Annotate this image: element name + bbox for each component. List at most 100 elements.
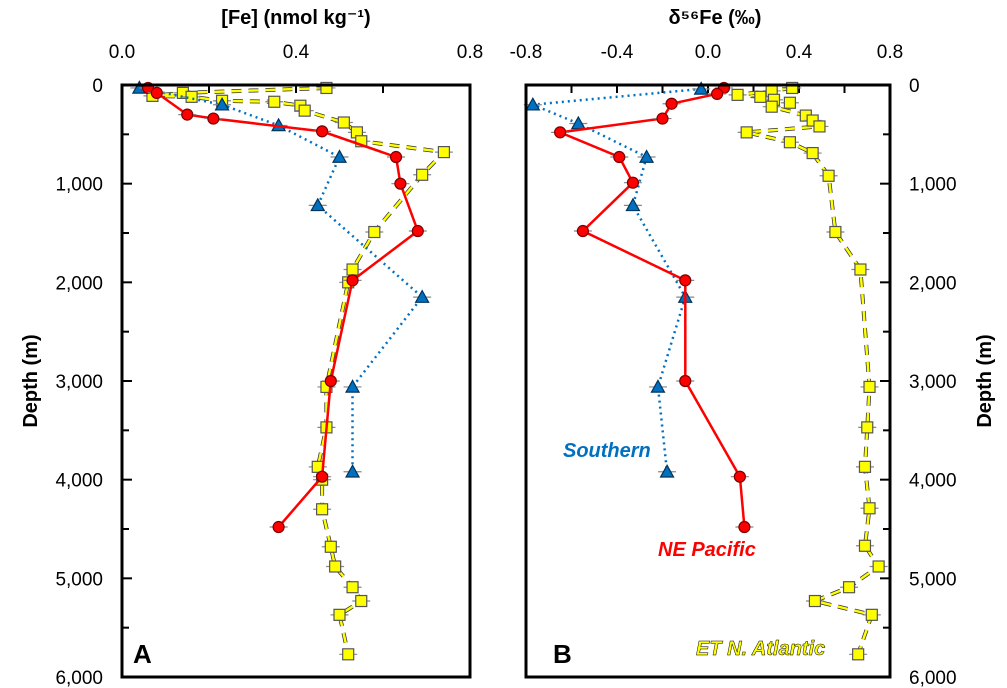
label-ne-pacific: NE Pacific — [658, 539, 756, 561]
panel-a-point — [268, 95, 281, 108]
panel-b-point — [693, 81, 709, 95]
panel-b-point — [858, 460, 872, 473]
panel-a-point — [437, 145, 450, 159]
panel-a-point — [316, 470, 329, 483]
panel-a-point — [310, 197, 326, 212]
panel-a-point — [342, 648, 355, 661]
panel-b-point — [731, 88, 744, 101]
panel-a-point — [368, 225, 381, 239]
panel-a-point — [316, 503, 329, 516]
panel-b-point — [783, 136, 797, 149]
panel-a-point — [337, 116, 350, 129]
panel-a-point — [298, 104, 311, 117]
panel-b-point — [808, 594, 822, 608]
panel-a-point — [320, 81, 333, 95]
panel-b-point — [863, 380, 876, 394]
panel-b-point — [626, 176, 640, 189]
panel-b-y-tick-label: 1,000 — [909, 175, 957, 196]
panel-b-point — [754, 90, 767, 103]
panel-b-point — [665, 97, 678, 110]
panel-a-point — [331, 149, 348, 163]
panel-b-y-tick-label: 4,000 — [909, 471, 957, 492]
panel-b-y-tick-label: 2,000 — [909, 273, 957, 294]
panel-b-series-line-1 — [555, 87, 746, 528]
panel-a-point — [185, 90, 198, 103]
panel-b-point — [783, 96, 797, 109]
panel-b-x-tick-label: -0.4 — [601, 42, 634, 63]
panel-a-x-tick-label: 0.0 — [109, 42, 135, 63]
panel-a-series-line-1 — [147, 86, 420, 528]
panel-a-series-line-2 — [152, 86, 447, 655]
panel-b-point — [679, 374, 692, 388]
panel-b-point — [570, 115, 586, 130]
panel-a-point — [207, 112, 220, 125]
panel-a-x-axis-title: [Fe] (nmol kg⁻¹) — [221, 7, 370, 29]
panel-b-point — [659, 464, 675, 478]
panel-b-point — [710, 87, 724, 100]
panel-a-point — [272, 520, 285, 534]
panel-b-point — [650, 379, 666, 393]
panel-a-series-line-0 — [139, 86, 424, 472]
panel-a: [Fe] (nmol kg⁻¹) 0.0 0.4 0.8 0 1,000 2,000 3,0… — [20, 7, 483, 688]
panel-b: δ⁵⁶Fe (‰) -0.8 -0.4 0.0 0.4 0.8 0 1,000 2,000 3,… — [510, 7, 996, 688]
panel-b-point — [738, 520, 751, 534]
panel-b-y-tick-label: 3,000 — [909, 372, 957, 393]
panel-a-point — [150, 86, 163, 99]
panel-b-point — [740, 126, 753, 139]
panel-a-y-tick-label: 5,000 — [55, 569, 103, 590]
label-southern: Southern — [563, 440, 651, 462]
panel-a-point — [346, 274, 359, 287]
panel-a-y-tick-label: 2,000 — [55, 273, 103, 294]
panel-b-x-tick-label: 0.8 — [877, 42, 903, 63]
panel-a-y-tick-label: 6,000 — [55, 668, 103, 688]
panel-a-x-tick-label: 0.8 — [457, 42, 483, 63]
panel-a-point — [181, 108, 194, 121]
panel-b-x-tick-label: 0.0 — [695, 42, 721, 63]
panel-b-point — [679, 274, 692, 287]
panel-b-point — [525, 96, 541, 111]
panel-a-point — [416, 168, 429, 181]
panel-a-point — [324, 540, 337, 553]
panel-b-point — [576, 224, 589, 238]
panel-b-y-tick-label: 6,000 — [909, 668, 957, 688]
panel-b-frame — [524, 83, 892, 679]
panel-b-point — [842, 581, 856, 594]
panel-b-point — [861, 421, 874, 434]
panel-b-x-tick-label: 0.4 — [786, 42, 813, 63]
panel-b-point — [656, 112, 669, 125]
panel-a-x-tick-label: 0.4 — [283, 42, 310, 63]
panel-b-y-tick-label: 0 — [909, 76, 920, 97]
panel-b-series-line-outline-2 — [737, 86, 882, 655]
panel-a-label: A — [133, 639, 152, 669]
panel-b-axes: -0.8 -0.4 0.0 0.4 0.8 0 1,000 2,000 3,000 4,000 5,… — [510, 42, 957, 688]
panel-b-point — [872, 560, 885, 573]
panel-a-point — [316, 125, 329, 138]
panel-a-point — [355, 135, 368, 148]
panel-b-label: B — [553, 639, 572, 669]
panel-a-y-tick-label: 4,000 — [55, 471, 103, 492]
panel-a-axes: 0.0 0.4 0.8 0 1,000 2,000 3,000 4,000 5,000 6,000 — [55, 42, 483, 688]
panel-b-point — [852, 648, 865, 661]
panel-a-point — [333, 608, 346, 621]
panel-a-point — [389, 150, 403, 164]
panel-a-point — [346, 263, 359, 276]
panel-b-point — [858, 539, 872, 552]
panel-a-point — [414, 289, 430, 303]
panel-b-x-tick-label: -0.8 — [510, 42, 543, 63]
panel-a-point — [214, 96, 230, 111]
panel-a-y-tick-label: 0 — [92, 76, 103, 97]
panel-b-point — [854, 263, 867, 276]
panel-b-point — [806, 146, 819, 160]
panel-a-point — [345, 379, 361, 393]
panel-b-y-axis-title: Depth (m) — [974, 334, 996, 427]
panel-a-y-tick-label: 1,000 — [55, 175, 103, 196]
panel-b-y-tick-label: 5,000 — [909, 569, 957, 590]
panel-b-point — [813, 120, 826, 133]
panel-a-y-axis-title: Depth (m) — [20, 334, 42, 427]
panel-a-point — [345, 464, 361, 478]
panel-a-point — [324, 374, 337, 388]
panel-b-point — [865, 608, 878, 621]
label-et-n-atlantic: ET N. Atlantic — [696, 638, 825, 660]
panel-b-point — [639, 149, 655, 163]
